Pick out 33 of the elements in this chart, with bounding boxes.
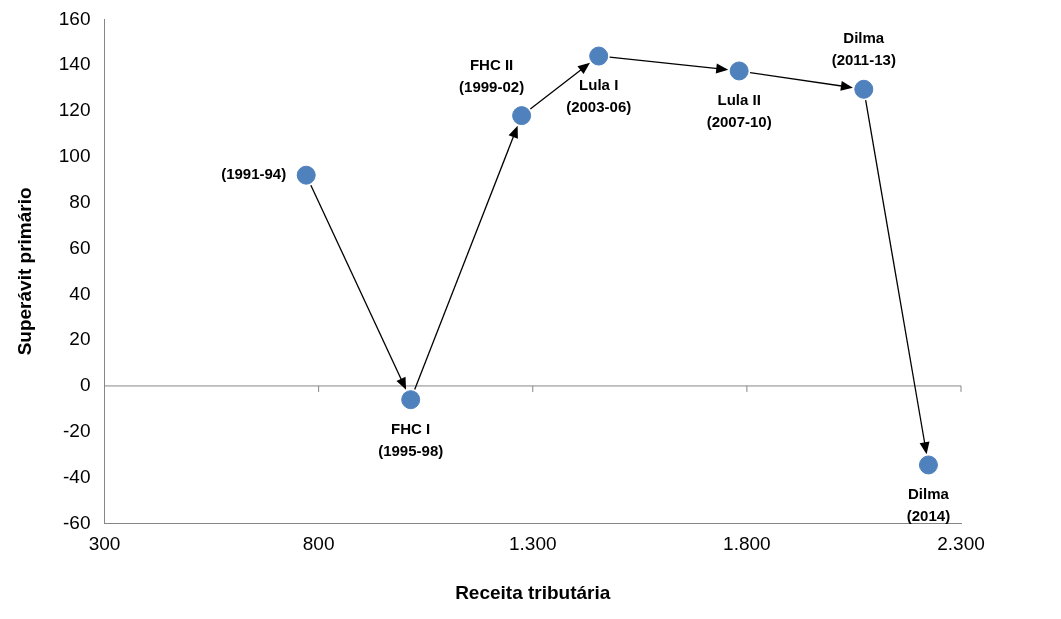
x-tick-label: 1.300 (508, 533, 557, 555)
y-tick-label: 80 (69, 190, 91, 212)
point (296, 165, 316, 185)
point (512, 106, 532, 126)
y-tick-label: -40 (63, 465, 91, 487)
y-tick-label: 20 (69, 328, 91, 350)
x-tick-label: 1.800 (723, 533, 771, 555)
y-tick-label: 60 (69, 236, 91, 258)
y-tick-label: -60 (63, 511, 91, 533)
point (589, 46, 609, 66)
y-tick-label: 100 (58, 145, 91, 167)
point (918, 455, 938, 475)
annotation: Lula I (2003-06) (566, 76, 632, 116)
y-axis-title: Superávit primário (13, 187, 35, 356)
annotation: Lula II (2007-10) (706, 91, 772, 131)
annotation: Dilma (2011-13) (831, 29, 896, 69)
y-tick-label: 40 (69, 282, 91, 304)
annotation: Dilma (2014) (906, 485, 951, 525)
point (854, 79, 874, 99)
x-tick-label: 2.300 (937, 533, 985, 555)
y-tick-label: -20 (63, 420, 91, 441)
y-tick-label: 120 (58, 99, 91, 121)
point (401, 390, 421, 410)
x-axis-title: Receita tributária (455, 581, 611, 603)
y-tick-label: 0 (79, 374, 91, 396)
annotation: FHC I (1995-98) (378, 419, 444, 459)
annotation: (1991-94) (221, 165, 287, 183)
y-tick-label: 160 (58, 7, 91, 29)
annotation: FHC II (1999-02) (459, 55, 525, 95)
point (729, 61, 749, 81)
x-tick-label: 300 (88, 533, 121, 555)
y-tick-label: 140 (58, 53, 91, 75)
x-tick-label: 800 (302, 533, 335, 555)
